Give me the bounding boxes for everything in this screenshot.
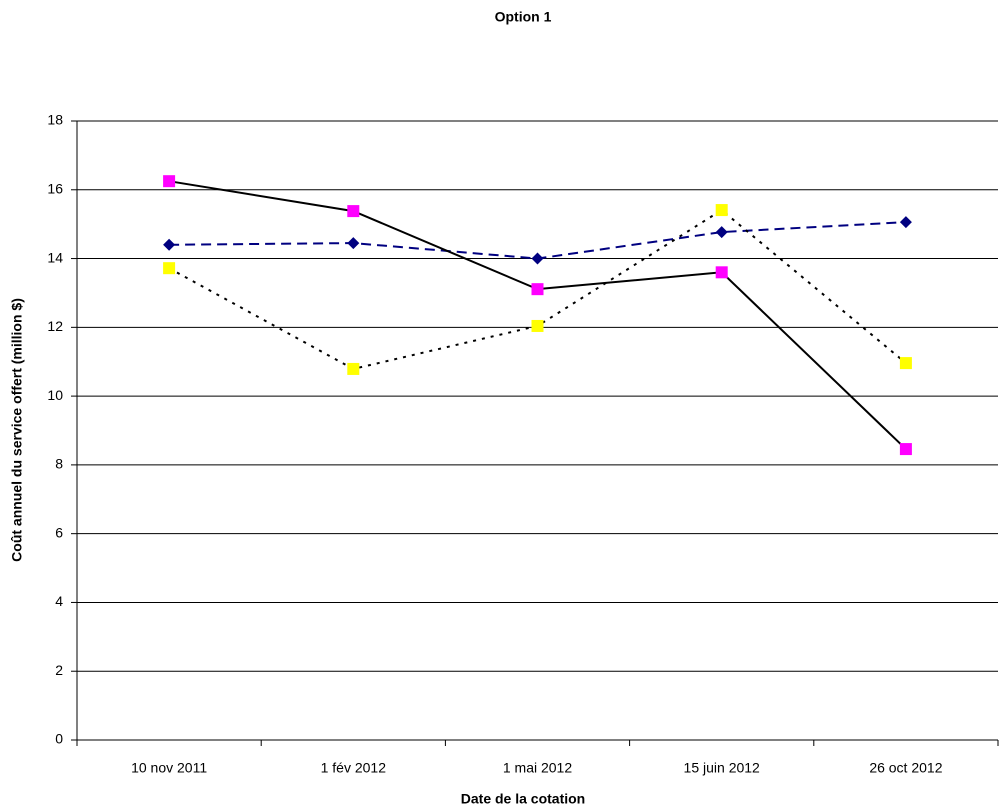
y-tick-label: 14 bbox=[47, 249, 63, 265]
marker bbox=[715, 204, 728, 217]
y-axis-label: Coût annuel du service offert (million $… bbox=[9, 298, 25, 562]
x-tick-label: 1 mai 2012 bbox=[503, 760, 572, 776]
y-tick-label: 12 bbox=[47, 318, 63, 334]
marker bbox=[899, 357, 912, 370]
y-tick-label: 8 bbox=[55, 456, 63, 472]
y-tick-label: 6 bbox=[55, 524, 63, 540]
marker bbox=[163, 238, 176, 251]
marker bbox=[715, 226, 728, 239]
marker bbox=[163, 262, 176, 275]
marker bbox=[347, 205, 360, 218]
x-tick-label: 26 oct 2012 bbox=[869, 760, 942, 776]
marker bbox=[899, 443, 912, 456]
x-axis-label: Date de la cotation bbox=[461, 791, 585, 807]
x-tick-label: 10 nov 2011 bbox=[131, 760, 207, 776]
y-tick-label: 2 bbox=[55, 662, 63, 678]
y-tick-label: 18 bbox=[47, 112, 63, 128]
marker bbox=[347, 362, 360, 375]
series-line bbox=[168, 180, 907, 450]
marker bbox=[163, 175, 176, 188]
y-tick-label: 16 bbox=[47, 180, 63, 196]
marker bbox=[531, 252, 544, 265]
marker bbox=[715, 266, 728, 279]
y-tick-label: 10 bbox=[47, 387, 63, 403]
x-tick-label: 15 juin 2012 bbox=[684, 760, 761, 776]
marker bbox=[531, 319, 544, 332]
chart-title: Option 1 bbox=[495, 9, 552, 25]
marker bbox=[347, 237, 360, 250]
marker bbox=[899, 216, 912, 229]
marker bbox=[531, 283, 544, 296]
y-tick-label: 0 bbox=[55, 731, 63, 747]
y-tick-label: 4 bbox=[55, 593, 63, 609]
x-tick-label: 1 fév 2012 bbox=[321, 760, 387, 776]
